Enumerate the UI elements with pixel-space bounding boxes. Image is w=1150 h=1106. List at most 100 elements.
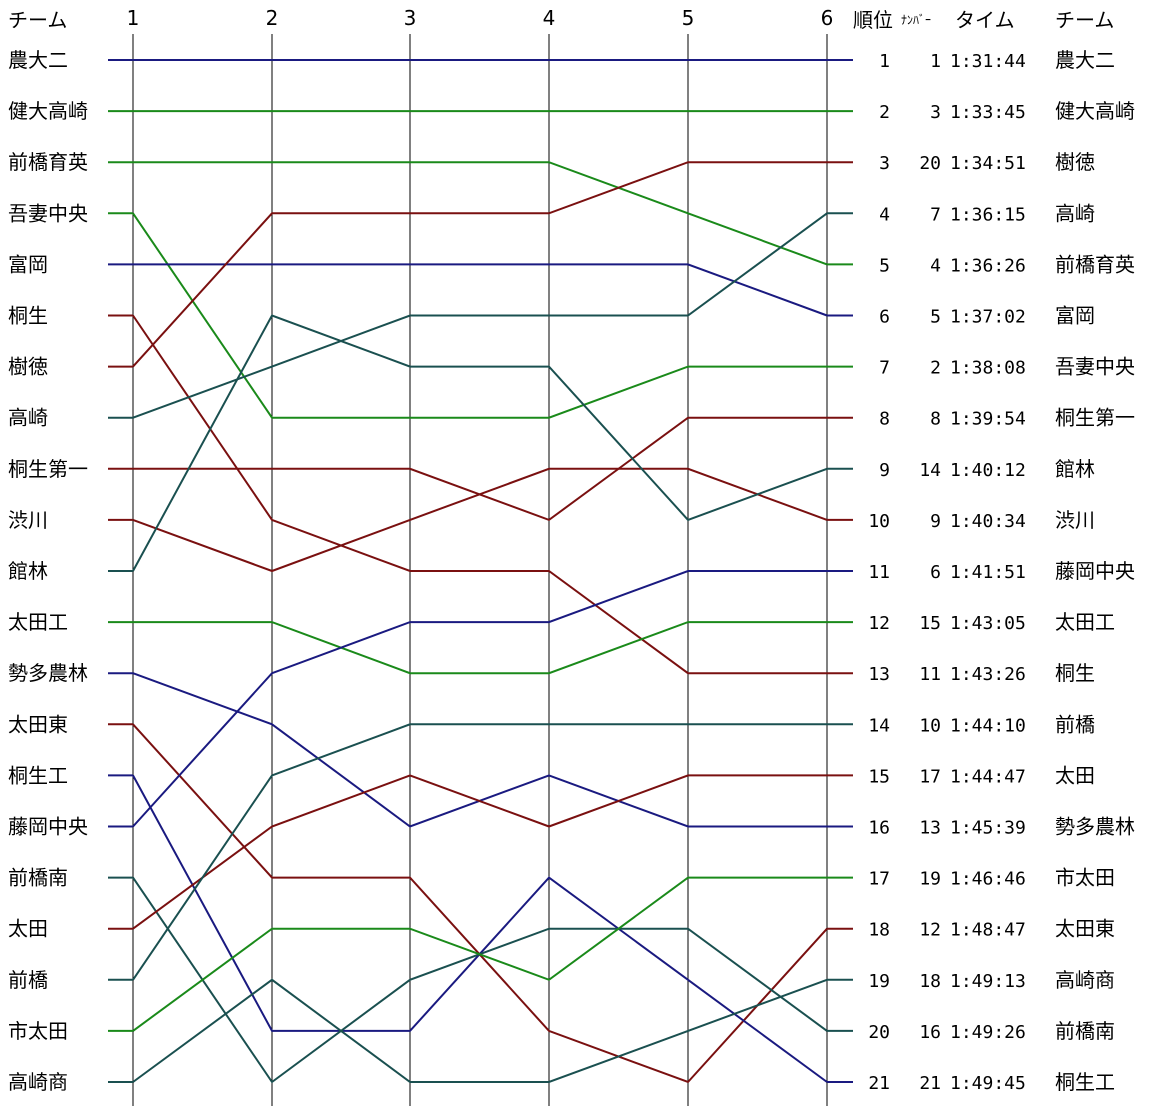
team-line-5 xyxy=(133,263,828,317)
left-team-label: 太田東 xyxy=(8,712,68,736)
team-line-21 xyxy=(132,978,828,1083)
left-team-label: 藤岡中央 xyxy=(8,815,88,839)
result-rank: 21 xyxy=(868,1073,890,1094)
stage-label-5: 5 xyxy=(682,6,695,30)
result-rank: 11 xyxy=(868,562,890,583)
result-rank: 19 xyxy=(868,971,890,992)
result-number: 16 xyxy=(919,1022,941,1043)
result-time: 1:43:26 xyxy=(950,664,1026,685)
result-rank: 13 xyxy=(868,664,890,685)
result-rank: 12 xyxy=(868,613,890,634)
header-number: ﾅﾝﾊﾞｰ xyxy=(901,13,931,27)
result-number: 12 xyxy=(919,920,941,941)
result-rank: 17 xyxy=(868,869,890,890)
team-line-18 xyxy=(132,774,827,930)
result-time: 1:38:08 xyxy=(950,358,1026,379)
result-team: 農大二 xyxy=(1055,48,1115,72)
left-team-label: 渋川 xyxy=(8,508,48,532)
result-number: 11 xyxy=(919,664,941,685)
result-rank: 7 xyxy=(879,358,890,379)
team-line-7 xyxy=(132,161,827,368)
team-line-10 xyxy=(132,467,828,573)
result-team: 前橋 xyxy=(1055,712,1095,736)
result-team: 勢多農林 xyxy=(1055,815,1135,839)
result-rank: 14 xyxy=(868,715,890,736)
result-number: 18 xyxy=(919,971,941,992)
result-team: 藤岡中央 xyxy=(1055,559,1135,583)
result-team: 吾妻中央 xyxy=(1055,355,1135,379)
result-rank: 4 xyxy=(879,204,890,225)
left-team-label: 農大二 xyxy=(8,48,68,72)
result-rank: 1 xyxy=(879,51,890,72)
result-number: 20 xyxy=(919,153,941,174)
result-time: 1:41:51 xyxy=(950,562,1026,583)
left-team-label: 桐生工 xyxy=(8,763,68,787)
result-time: 1:40:12 xyxy=(950,460,1026,481)
result-rank: 18 xyxy=(868,920,890,941)
result-number: 8 xyxy=(930,409,941,430)
header-team-left: チーム xyxy=(8,8,67,32)
left-team-label: 高崎 xyxy=(8,406,48,430)
team-line-3 xyxy=(133,161,828,266)
result-number: 21 xyxy=(919,1073,941,1094)
result-time: 1:44:10 xyxy=(950,715,1026,736)
result-number: 4 xyxy=(930,255,941,276)
result-number: 14 xyxy=(919,460,941,481)
team-line-4 xyxy=(132,212,827,419)
team-line-20 xyxy=(132,876,827,1032)
result-rank: 6 xyxy=(879,307,890,328)
result-team: 市太田 xyxy=(1055,866,1115,890)
result-team: 桐生工 xyxy=(1055,1070,1115,1094)
result-number: 3 xyxy=(930,102,941,123)
result-time: 1:49:26 xyxy=(950,1022,1026,1043)
result-number: 6 xyxy=(930,562,941,583)
left-team-label: 太田工 xyxy=(8,610,68,634)
result-rank: 9 xyxy=(879,460,890,481)
result-time: 1:31:44 xyxy=(950,51,1026,72)
result-time: 1:36:15 xyxy=(950,204,1026,225)
team-line-16 xyxy=(132,570,827,828)
result-number: 15 xyxy=(919,613,941,634)
left-team-label: 吾妻中央 xyxy=(8,201,88,225)
result-team: 館林 xyxy=(1055,457,1095,481)
result-time: 1:46:46 xyxy=(950,869,1026,890)
result-team: 富岡 xyxy=(1055,304,1095,328)
result-number: 19 xyxy=(919,869,941,890)
result-time: 1:48:47 xyxy=(950,920,1026,941)
result-team: 健大高崎 xyxy=(1055,99,1135,123)
result-rank: 10 xyxy=(868,511,890,532)
stage-label-1: 1 xyxy=(127,6,140,30)
result-rank: 5 xyxy=(879,255,890,276)
result-time: 1:43:05 xyxy=(950,613,1026,634)
result-number: 1 xyxy=(930,51,941,72)
stage-label-2: 2 xyxy=(266,6,279,30)
result-number: 2 xyxy=(930,358,941,379)
left-team-label: 樹徳 xyxy=(8,355,48,379)
left-team-label: 館林 xyxy=(8,559,48,583)
result-team: 前橋南 xyxy=(1055,1019,1115,1043)
result-time: 1:44:47 xyxy=(950,766,1026,787)
left-team-label: 桐生 xyxy=(8,304,48,328)
result-number: 17 xyxy=(919,766,941,787)
result-time: 1:49:13 xyxy=(950,971,1026,992)
result-number: 10 xyxy=(919,715,941,736)
left-team-label: 勢多農林 xyxy=(8,661,88,685)
team-rank-lines xyxy=(132,59,828,1084)
left-team-label: 前橋 xyxy=(8,968,48,992)
result-team: 桐生第一 xyxy=(1055,406,1135,430)
rank-row-stubs xyxy=(108,59,853,1083)
result-rank: 16 xyxy=(868,818,890,839)
result-time: 1:45:39 xyxy=(950,818,1026,839)
result-number: 7 xyxy=(930,204,941,225)
left-team-label: 市太田 xyxy=(8,1019,68,1043)
result-team: 樹徳 xyxy=(1055,150,1095,174)
result-team: 渋川 xyxy=(1055,508,1095,532)
result-time: 1:36:26 xyxy=(950,255,1026,276)
header-time: タイム xyxy=(955,8,1015,32)
left-team-label: 前橋育英 xyxy=(8,150,88,174)
left-team-labels: 農大二健大高崎前橋育英吾妻中央富岡桐生樹徳高崎桐生第一渋川館林太田工勢多農林太田… xyxy=(8,48,88,1094)
result-team: 高崎商 xyxy=(1055,968,1115,992)
team-line-11 xyxy=(132,314,828,572)
